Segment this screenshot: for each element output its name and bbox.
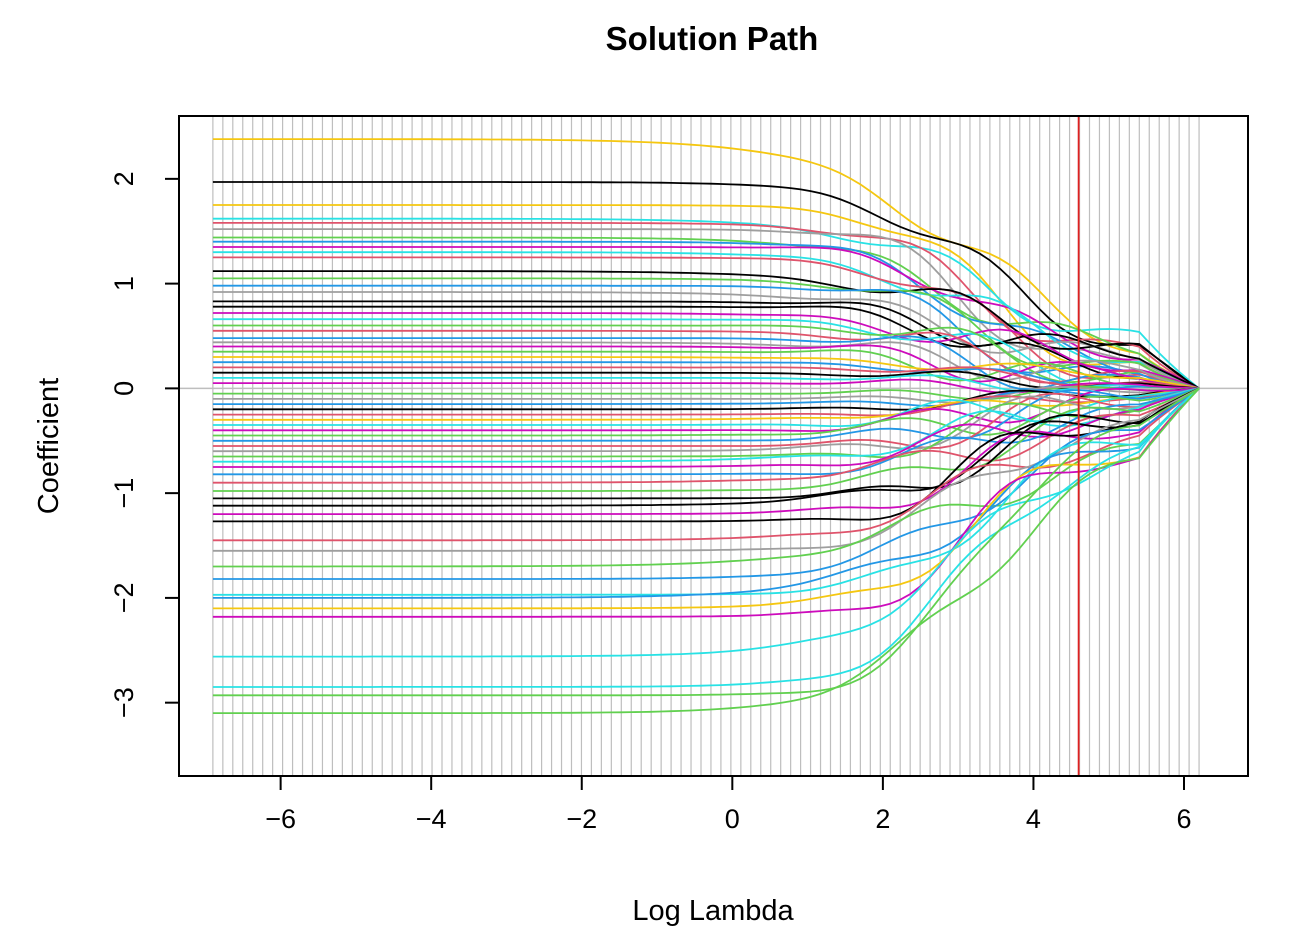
y-tick-label: −1 — [109, 478, 139, 509]
x-tick-label: −4 — [416, 804, 447, 834]
coefficient-path — [212, 387, 1200, 421]
coefficient-path — [212, 387, 1200, 688]
coefficient-path — [212, 256, 1200, 390]
coefficient-path — [212, 387, 1200, 500]
x-tick-label: 4 — [1026, 804, 1041, 834]
coefficient-path — [212, 305, 1200, 390]
x-axis-label: Log Lambda — [632, 895, 794, 927]
chart-title: Solution Path — [606, 20, 819, 57]
coefficient-path — [212, 387, 1200, 599]
coefficient-path — [212, 387, 1200, 437]
coefficient-path — [212, 341, 1200, 390]
coefficient-path — [212, 387, 1200, 658]
coefficient-path — [212, 329, 1200, 390]
y-tick-label: 0 — [109, 381, 139, 396]
coefficient-path — [212, 138, 1200, 390]
coefficient-path — [212, 387, 1200, 515]
x-tick-label: −6 — [265, 804, 296, 834]
coefficient-path — [212, 181, 1200, 390]
coefficient-path — [212, 270, 1200, 390]
coefficient-path — [212, 387, 1200, 468]
coefficient-path — [212, 240, 1200, 390]
coefficient-path — [212, 251, 1200, 390]
coefficient-path — [212, 356, 1200, 390]
coefficient-path — [212, 387, 1200, 697]
y-tick-label: −3 — [109, 687, 139, 718]
coefficient-path — [212, 300, 1200, 390]
y-tick-label: −2 — [109, 583, 139, 614]
x-tick-label: 0 — [725, 804, 740, 834]
coefficient-path — [212, 387, 1200, 618]
y-axis-label: Coefficient — [33, 378, 65, 515]
coefficient-path — [212, 228, 1200, 390]
coefficient-path — [212, 387, 1200, 610]
coefficient-path — [212, 387, 1200, 568]
coefficient-path — [212, 312, 1200, 390]
coefficient-path — [212, 387, 1200, 463]
coefficient-path — [212, 387, 1200, 507]
coefficient-path — [212, 246, 1200, 390]
coefficient-path — [212, 387, 1200, 714]
y-tick-label: 2 — [109, 171, 139, 186]
y-axis: −3 −2 −1 0 1 2 — [109, 171, 179, 718]
coefficient-path — [212, 361, 1200, 390]
y-tick-label: 1 — [109, 276, 139, 291]
coefficient-path — [212, 387, 1200, 432]
coefficient-path — [212, 387, 1200, 407]
x-tick-label: −2 — [566, 804, 597, 834]
coefficient-path — [212, 387, 1200, 459]
coefficient-path — [212, 387, 1200, 411]
coefficient-path — [212, 387, 1200, 442]
x-tick-label: 6 — [1176, 804, 1191, 834]
coefficient-path — [212, 387, 1200, 476]
coefficient-path — [212, 387, 1200, 417]
coefficient-path — [212, 344, 1200, 390]
coefficient-paths — [212, 138, 1200, 714]
coefficient-path — [212, 236, 1200, 390]
coefficient-path — [212, 386, 1200, 404]
x-axis: −6 −4 −2 0 2 4 6 — [265, 776, 1192, 834]
plot-frame — [178, 115, 1249, 777]
coefficient-path — [212, 387, 1200, 492]
coefficient-path — [212, 349, 1200, 390]
x-tick-label: 2 — [875, 804, 890, 834]
coefficient-path — [212, 370, 1200, 390]
coefficient-path — [212, 387, 1200, 484]
coefficient-path — [212, 387, 1200, 580]
coefficient-path — [212, 387, 1200, 523]
plot-area — [179, 116, 1248, 776]
coefficient-path — [212, 366, 1200, 390]
coefficient-path — [212, 387, 1200, 453]
